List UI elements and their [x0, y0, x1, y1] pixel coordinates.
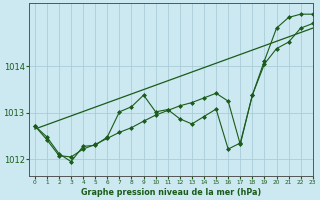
X-axis label: Graphe pression niveau de la mer (hPa): Graphe pression niveau de la mer (hPa) [81, 188, 261, 197]
